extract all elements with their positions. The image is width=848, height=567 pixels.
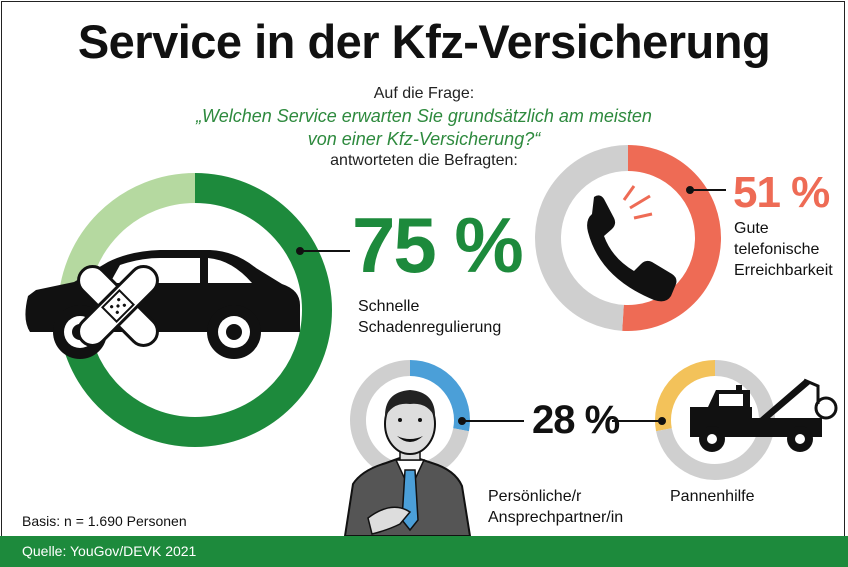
businessman-icon: [343, 390, 472, 537]
donut-segment-rest: [535, 145, 629, 331]
label-schadenregulierung: Schnelle Schadenregulierung: [358, 296, 501, 338]
label-erreichbarkeit: Gute telefonische Erreichbarkeit: [734, 218, 833, 281]
page-title: Service in der Kfz-Versicherung: [77, 15, 771, 68]
label-pannenhilfe: Pannenhilfe: [670, 488, 755, 505]
label-line: Gute: [734, 220, 769, 237]
source-note: Quelle: YouGov/DEVK 2021: [22, 543, 197, 559]
percent-erreichbarkeit: 51 %: [733, 168, 830, 217]
label-line: Ansprechpartner/in: [488, 509, 624, 526]
percent-28: 28 %: [532, 398, 620, 442]
question-text: „Welchen Service erwarten Sie grundsätzl…: [0, 105, 848, 151]
label-line: telefonische: [734, 241, 820, 258]
tow-truck-icon: [690, 378, 838, 452]
label-ansprechpartner: Persönliche/r Ansprechpartner/in: [488, 486, 623, 528]
question-line-2: von einer Kfz-Versicherung?“: [307, 129, 541, 149]
percent-schadenregulierung: 75 %: [352, 201, 524, 289]
label-line: Persönliche/r: [488, 488, 582, 505]
car-bandage-icon: [25, 250, 301, 359]
footer-bar: Quelle: YouGov/DEVK 2021: [0, 536, 848, 567]
question-outro: antworteten die Befragten:: [330, 152, 518, 169]
donut-segment-erreichbarkeit: [622, 145, 721, 331]
label-line: Schnelle: [358, 298, 420, 315]
question-intro: Auf die Frage:: [373, 85, 475, 102]
phone-icon: [587, 185, 677, 302]
donut-segment-rest: [656, 360, 775, 480]
leader-lines: [296, 186, 726, 425]
question-line-1: „Welchen Service erwarten Sie grundsätzl…: [196, 106, 652, 126]
donut-segment-schadenregulierung: [58, 173, 332, 447]
donut-segment-rest: [350, 360, 469, 480]
basis-note: Basis: n = 1.690 Personen: [22, 513, 187, 529]
label-line: Erreichbarkeit: [734, 262, 833, 279]
label-line: Schadenregulierung: [358, 319, 502, 336]
